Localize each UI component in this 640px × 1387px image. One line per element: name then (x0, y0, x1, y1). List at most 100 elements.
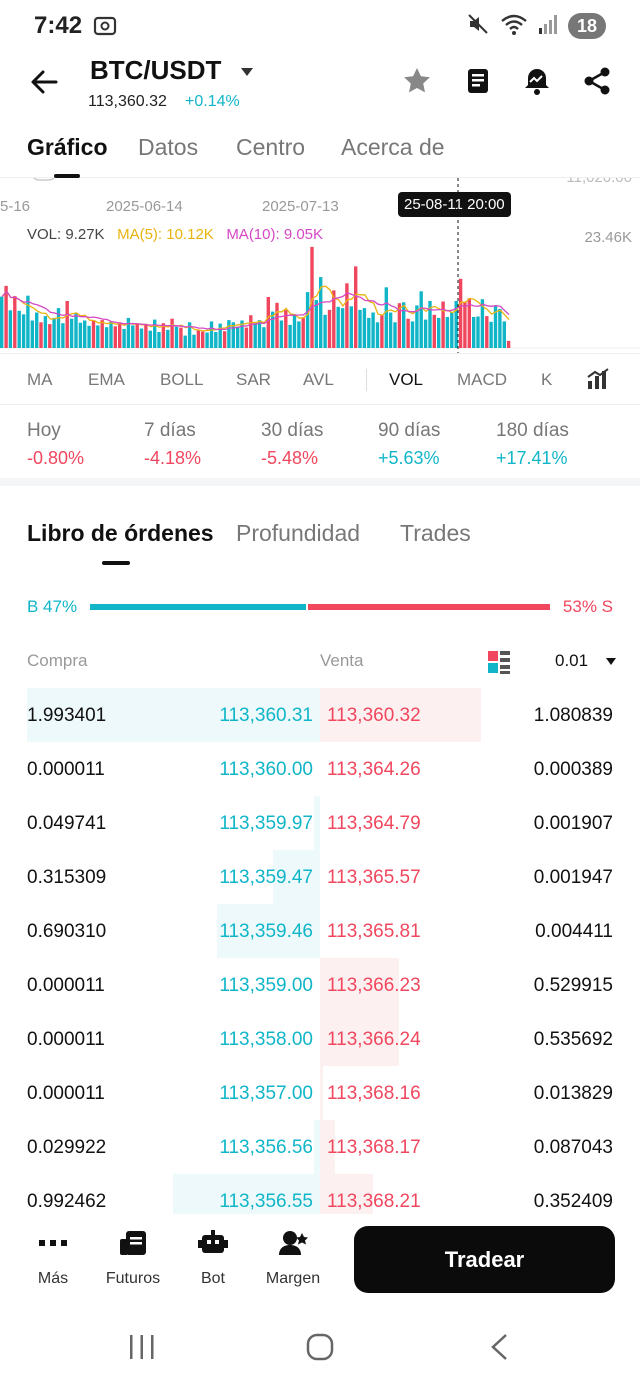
indicator-ema[interactable]: EMA (88, 370, 125, 389)
bid-price[interactable]: 113,359.97 (219, 813, 313, 834)
volume-bar (109, 321, 113, 348)
pair-title[interactable]: BTC/USDT (90, 55, 222, 85)
bid-quantity: 0.000011 (27, 975, 105, 996)
tab-order-book[interactable]: Libro de órdenes (27, 520, 214, 546)
volume-bar (52, 317, 56, 348)
ask-price[interactable]: 113,368.16 (327, 1083, 421, 1104)
volume-bar (209, 321, 214, 348)
orderbook-row[interactable]: 0.690310 113,359.46 113,365.81 0.004411 (0, 904, 640, 958)
volume-bar (192, 334, 196, 348)
bid-price[interactable]: 113,356.55 (219, 1191, 313, 1212)
status-bar: 7:42 18 (0, 0, 640, 52)
volume-bar (161, 323, 166, 348)
volume-chart[interactable]: 11,020.00 5-16 2025-06-14 2025-07-13 25-… (0, 178, 640, 354)
ask-price[interactable]: 113,368.17 (327, 1137, 421, 1158)
volume-bar (231, 322, 235, 348)
volume-bar (122, 328, 126, 348)
tab-centro[interactable]: Centro (236, 134, 306, 160)
bid-price[interactable]: 113,358.00 (219, 1029, 313, 1050)
volume-bar (354, 266, 358, 348)
bid-depth-bar (314, 796, 320, 850)
bid-quantity: 0.690310 (27, 921, 107, 942)
more-button[interactable]: Más (13, 1228, 93, 1288)
ask-price[interactable]: 113,366.24 (327, 1029, 421, 1050)
indicator-settings-icon[interactable] (586, 367, 610, 396)
indicator-k[interactable]: K (541, 370, 553, 389)
orderbook-row[interactable]: 1.993401 113,360.31 113,360.32 1.080839 (0, 688, 640, 742)
margin-button[interactable]: Margen (253, 1228, 333, 1288)
orderbook-row[interactable]: 0.000011 113,360.00 113,364.26 0.000389 (0, 742, 640, 796)
ask-quantity: 0.001907 (533, 813, 613, 834)
active-tab-indicator (102, 561, 130, 565)
buy-column-header: Compra (27, 651, 88, 670)
star-icon[interactable] (402, 66, 432, 96)
tab-depth[interactable]: Profundidad (236, 520, 361, 546)
volume-bar (30, 320, 34, 348)
ask-price[interactable]: 113,364.26 (327, 759, 421, 780)
volume-bar (87, 325, 91, 348)
orderbook-row[interactable]: 0.029922 113,356.56 113,368.17 0.087043 (0, 1120, 640, 1174)
orderbook-row[interactable]: 0.000011 113,359.00 113,366.23 0.529915 (0, 958, 640, 1012)
ask-price[interactable]: 113,360.32 (327, 705, 421, 726)
home-icon[interactable] (305, 1332, 335, 1367)
bid-price[interactable]: 113,356.56 (219, 1137, 313, 1158)
indicator-sar[interactable]: SAR (236, 370, 271, 389)
ask-quantity: 0.001947 (533, 867, 613, 888)
indicator-macd[interactable]: MACD (457, 370, 508, 389)
indicator-avl[interactable]: AVL (303, 370, 334, 389)
date-label: 5-16 (0, 198, 31, 215)
precision-select[interactable]: 0.01 (555, 651, 617, 671)
bid-price[interactable]: 113,360.00 (219, 759, 313, 780)
tab-trades[interactable]: Trades (400, 520, 471, 546)
signal-icon (538, 13, 558, 40)
volume-bar (205, 332, 209, 348)
ask-price[interactable]: 113,365.81 (327, 921, 421, 942)
bid-price[interactable]: 113,360.31 (219, 705, 313, 726)
ask-price[interactable]: 113,368.21 (327, 1191, 421, 1212)
orderbook-row[interactable]: 0.315309 113,359.47 113,365.57 0.001947 (0, 850, 640, 904)
volume-bar (393, 322, 397, 348)
more-label: Más (37, 1270, 69, 1287)
back-nav-icon[interactable] (488, 1332, 512, 1367)
tab-acerca-de[interactable]: Acerca de (341, 134, 445, 160)
more-icon (13, 1228, 93, 1258)
indicator-vol[interactable]: VOL (389, 370, 424, 389)
share-icon[interactable] (582, 66, 612, 96)
tab-grafico[interactable]: Gráfico (27, 134, 108, 160)
futures-button[interactable]: Futuros (93, 1228, 173, 1288)
back-button[interactable] (28, 66, 60, 98)
bid-price[interactable]: 113,359.46 (219, 921, 313, 942)
indicator-ma[interactable]: MA (27, 370, 53, 389)
bid-price[interactable]: 113,359.00 (219, 975, 313, 996)
volume-bar (83, 320, 87, 348)
ask-price[interactable]: 113,366.23 (327, 975, 421, 996)
volume-bar (450, 312, 454, 348)
indicator-boll[interactable]: BOLL (160, 370, 204, 389)
volume-bar (126, 317, 131, 348)
orderbook-row[interactable]: 0.049741 113,359.97 113,364.79 0.001907 (0, 796, 640, 850)
bid-depth-bar (217, 904, 320, 958)
orderbook-row[interactable]: 0.000011 113,358.00 113,366.24 0.535692 (0, 1012, 640, 1066)
trade-button[interactable]: Tradear (354, 1226, 615, 1293)
notebook-icon[interactable] (463, 66, 493, 96)
recent-apps-icon[interactable] (128, 1332, 156, 1367)
bid-price[interactable]: 113,357.00 (219, 1083, 313, 1104)
volume-bar (406, 318, 410, 348)
bot-button[interactable]: Bot (173, 1228, 253, 1288)
orderbook-layout-icon[interactable] (487, 649, 511, 680)
orderbook-row[interactable]: 0.000011 113,357.00 113,368.16 0.013829 (0, 1066, 640, 1120)
bid-price[interactable]: 113,359.47 (219, 867, 313, 888)
scroll-handle-icon[interactable] (30, 178, 58, 184)
period-90d: 90 días +5.63% (378, 420, 440, 469)
ask-price[interactable]: 113,364.79 (327, 813, 421, 834)
volume-bar (4, 285, 8, 348)
volume-bar (244, 327, 249, 348)
ask-depth-bar (320, 1012, 399, 1066)
volume-bar (301, 317, 305, 348)
ask-price[interactable]: 113,365.57 (327, 867, 421, 888)
volume-bar (144, 324, 148, 348)
volume-bar (480, 299, 485, 348)
caret-down-icon[interactable] (240, 64, 254, 82)
tab-datos[interactable]: Datos (138, 134, 199, 160)
price-alert-icon[interactable] (522, 66, 552, 96)
